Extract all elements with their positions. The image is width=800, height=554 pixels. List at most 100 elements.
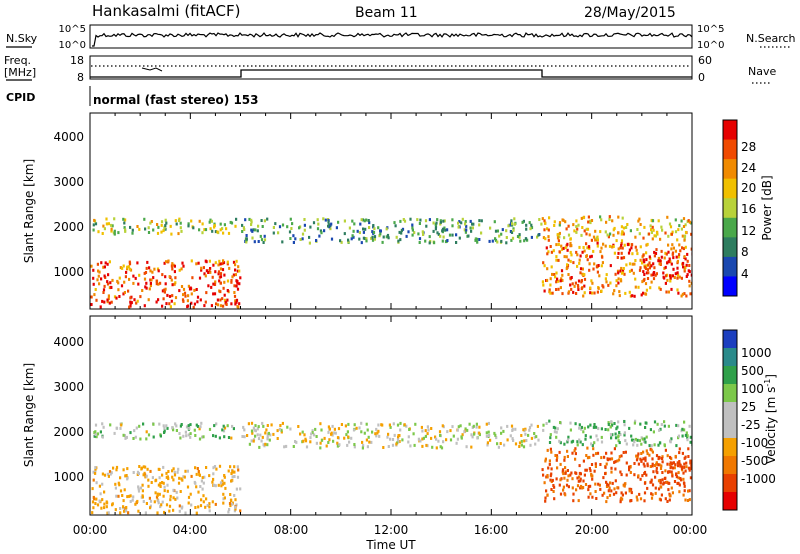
- power-pixel: [634, 285, 637, 289]
- velocity-pixel: [569, 428, 572, 432]
- velocity-pixel: [589, 435, 592, 439]
- power-pixel: [513, 217, 516, 221]
- power-pixel: [631, 262, 634, 266]
- power-pixel: [646, 277, 650, 280]
- power-pixel: [94, 222, 98, 226]
- velocity-pixel: [570, 440, 573, 444]
- velocity-pixel: [463, 430, 466, 434]
- power-pixel: [434, 227, 437, 231]
- velocity-pixel: [634, 437, 637, 441]
- power-pixel: [575, 225, 578, 229]
- power-pixel: [134, 276, 137, 280]
- velocity-pixel: [459, 424, 462, 428]
- velocity-pixel: [184, 430, 187, 434]
- velocity-pixel: [114, 508, 117, 512]
- velocity-pixel: [608, 493, 612, 497]
- power-pixel: [595, 236, 598, 240]
- velocity-pixel: [95, 481, 98, 485]
- velocity-pixel: [347, 422, 350, 426]
- power-pixel: [110, 286, 113, 289]
- power-pixel: [564, 220, 567, 224]
- velocity-pixel: [624, 491, 627, 495]
- power-pixel: [436, 218, 439, 222]
- power-pixel: [617, 215, 620, 219]
- velocity-pixel: [657, 487, 661, 491]
- velocity-pixel: [243, 428, 246, 432]
- velocity-pixel: [361, 446, 364, 450]
- power-pixel: [129, 300, 132, 304]
- velocity-pixel: [500, 431, 503, 435]
- power-pixel: [554, 275, 557, 279]
- power-pixel: [386, 233, 390, 237]
- velocity-pixel: [172, 508, 175, 512]
- power-pixel: [611, 219, 614, 223]
- power-pixel: [228, 266, 231, 270]
- power-pixel: [163, 288, 166, 292]
- power-pixel: [622, 256, 626, 260]
- power-pixel: [617, 277, 620, 281]
- velocity-pixel: [659, 485, 662, 489]
- velocity-pixel: [258, 445, 261, 449]
- power-pixel: [682, 261, 685, 265]
- velocity-pixel: [107, 511, 110, 515]
- power-pixel: [173, 282, 176, 286]
- velocity-pixel: [392, 422, 395, 426]
- power-pixel: [257, 240, 260, 243]
- power-pixel: [339, 239, 342, 243]
- power-pixel: [161, 273, 164, 277]
- velocity-pixel: [667, 470, 670, 474]
- velocity-pixel: [435, 437, 438, 441]
- power-pixel: [147, 226, 150, 230]
- velocity-pixel: [419, 439, 422, 443]
- power-pixel: [405, 234, 408, 238]
- power-pixel: [576, 227, 579, 231]
- velocity-pixel: [607, 483, 610, 487]
- velocity-pixel: [475, 422, 478, 426]
- power-pixel: [525, 227, 528, 231]
- velocity-pixel: [663, 420, 666, 424]
- power-pixel: [120, 284, 124, 288]
- velocity-pixel: [219, 481, 223, 485]
- power-pixel: [92, 268, 95, 272]
- velocity-pixel: [584, 468, 587, 472]
- power-pixel: [686, 259, 689, 263]
- velocity-pixel: [417, 437, 420, 441]
- velocity-pixel: [624, 439, 627, 443]
- velocity-pixel: [594, 462, 597, 466]
- power-pixel: [669, 276, 672, 280]
- power-pixel: [654, 234, 657, 238]
- power-pixel: [643, 225, 646, 229]
- velocity-pixel: [661, 457, 664, 460]
- velocity-pixel: [430, 436, 433, 440]
- power-pixel: [577, 288, 580, 291]
- velocity-pixel: [201, 435, 204, 439]
- velocity-pixel: [158, 492, 161, 496]
- power-pixel: [612, 292, 615, 296]
- power-pixel: [106, 262, 109, 266]
- velocity-pixel: [674, 463, 677, 467]
- power-pixel: [494, 238, 498, 242]
- power-pixel: [352, 229, 355, 233]
- power-pixel: [212, 282, 215, 286]
- velocity-pixel: [555, 430, 558, 434]
- velocity-pixel: [177, 467, 180, 471]
- velocity-pixel: [625, 461, 628, 465]
- power-pixel: [659, 263, 662, 266]
- power-pixel: [182, 264, 185, 268]
- power-pixel: [592, 249, 595, 253]
- power-pixel: [668, 222, 672, 226]
- power-pixel: [617, 281, 620, 285]
- velocity-pixel: [502, 429, 505, 433]
- power-pixel: [143, 217, 146, 221]
- power-pixel: [229, 220, 232, 224]
- velocity-pixel: [367, 435, 370, 439]
- velocity-pixel: [465, 445, 468, 449]
- velocity-pixel: [98, 499, 101, 503]
- velocity-pixel: [280, 430, 283, 434]
- power-pixel: [464, 220, 467, 223]
- power-pixel: [164, 275, 167, 279]
- power-pixel: [144, 285, 147, 289]
- power-pixel: [235, 259, 238, 263]
- velocity-pixel: [589, 469, 592, 473]
- velocity-pixel: [559, 462, 562, 466]
